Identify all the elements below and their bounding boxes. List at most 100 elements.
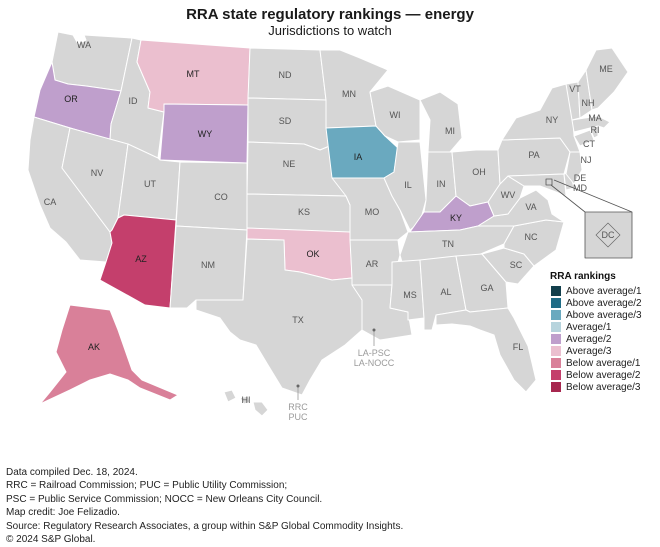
label-wi: WI — [390, 110, 401, 120]
label-mi: MI — [445, 126, 455, 136]
legend-swatch — [550, 381, 562, 393]
label-dc: DC — [602, 230, 615, 240]
state-labels: WA OR CA NV ID MT WY UT AZ CO NM ND SD N… — [44, 40, 615, 405]
footer-abbrev-2: PSC = Public Service Commission; NOCC = … — [6, 493, 323, 505]
footer-copyright: © 2024 S&P Global. — [6, 534, 96, 546]
legend-item: Below average/2 — [550, 369, 642, 381]
legend-item: Above average/2 — [550, 297, 642, 309]
label-nv: NV — [91, 168, 104, 178]
label-ky: KY — [450, 213, 462, 223]
legend-swatch — [550, 321, 562, 333]
label-ne: NE — [283, 159, 296, 169]
label-nj: NJ — [581, 155, 592, 165]
label-tx: TX — [292, 315, 304, 325]
label-wv: WV — [501, 190, 516, 200]
legend-item: Below average/1 — [550, 357, 642, 369]
legend-label: Below average/2 — [566, 369, 641, 381]
state-wy[interactable] — [159, 103, 249, 164]
label-pa: PA — [528, 150, 539, 160]
state-nj[interactable] — [565, 151, 583, 185]
footer: Data compiled Dec. 18, 2024. RRC = Railr… — [6, 466, 403, 546]
label-az: AZ — [135, 254, 147, 264]
state-wi[interactable] — [369, 85, 421, 143]
label-nh: NH — [582, 98, 595, 108]
label-me: ME — [599, 64, 613, 74]
label-sd: SD — [279, 116, 292, 126]
label-al: AL — [440, 287, 451, 297]
label-va: VA — [525, 202, 536, 212]
label-ca: CA — [44, 197, 57, 207]
label-ma: MA — [588, 113, 602, 123]
label-sc: SC — [510, 260, 523, 270]
label-wa: WA — [77, 40, 91, 50]
tx-annotation-dot — [296, 384, 300, 388]
label-ia: IA — [354, 152, 363, 162]
label-oh: OH — [472, 167, 486, 177]
legend-swatch — [550, 345, 562, 357]
state-ct[interactable] — [573, 129, 595, 147]
legend-label: Average/1 — [566, 321, 612, 333]
state-hi[interactable] — [223, 389, 269, 417]
legend-item: Average/2 — [550, 333, 642, 345]
label-ga: GA — [480, 283, 493, 293]
label-ok: OK — [306, 249, 319, 259]
label-nd: ND — [279, 70, 292, 80]
legend-swatch — [550, 309, 562, 321]
legend-item: Above average/1 — [550, 285, 642, 297]
legend-swatch — [550, 333, 562, 345]
label-nc: NC — [525, 232, 538, 242]
footer-credit: Map credit: Joe Felizadio. — [6, 507, 120, 519]
la-annotation-dot — [372, 328, 376, 332]
legend-item: Average/1 — [550, 321, 642, 333]
legend-label: Average/2 — [566, 333, 612, 345]
label-ri: RI — [591, 125, 600, 135]
tx-rrc-annotation: RRC — [288, 402, 308, 412]
label-ny: NY — [546, 115, 559, 125]
legend-label: Above average/1 — [566, 285, 642, 297]
legend-label: Average/3 — [566, 345, 612, 357]
state-wa[interactable] — [51, 31, 133, 92]
label-co: CO — [214, 192, 228, 202]
label-ks: KS — [298, 207, 310, 217]
dc-pointer — [550, 179, 633, 213]
label-wy: WY — [198, 129, 213, 139]
label-vt: VT — [569, 84, 581, 94]
label-in: IN — [437, 179, 446, 189]
la-nocc-annotation: LA-NOCC — [354, 358, 395, 368]
state-mi[interactable] — [419, 91, 463, 153]
la-psc-annotation: LA-PSC — [358, 348, 391, 358]
label-fl: FL — [513, 342, 524, 352]
legend-item: Above average/3 — [550, 309, 642, 321]
label-hi: HI — [242, 395, 251, 405]
label-or: OR — [64, 94, 78, 104]
footer-date: Data compiled Dec. 18, 2024. — [6, 467, 138, 478]
legend-swatch — [550, 357, 562, 369]
state-tx[interactable] — [195, 238, 363, 396]
legend-label: Above average/2 — [566, 297, 642, 309]
state-ma[interactable] — [571, 115, 611, 133]
label-mo: MO — [365, 207, 380, 217]
legend-item: Average/3 — [550, 345, 642, 357]
state-il[interactable] — [383, 141, 427, 231]
state-fl[interactable] — [435, 307, 537, 393]
state-me[interactable] — [585, 47, 629, 111]
label-ct: CT — [583, 139, 595, 149]
legend-swatch — [550, 369, 562, 381]
label-de: DE — [574, 173, 587, 183]
state-ak[interactable] — [39, 304, 179, 405]
label-nm: NM — [201, 260, 215, 270]
label-ms: MS — [403, 290, 417, 300]
label-mn: MN — [342, 89, 356, 99]
state-co[interactable] — [175, 161, 248, 231]
state-dc[interactable] — [595, 222, 621, 248]
page-title: RRA state regulatory rankings — energy — [186, 6, 474, 23]
legend-swatch — [550, 297, 562, 309]
state-md[interactable] — [507, 173, 567, 197]
legend-label: Below average/1 — [566, 357, 641, 369]
footer-source: Source: Regulatory Research Associates, … — [6, 520, 404, 532]
tx-puc-annotation: PUC — [288, 412, 308, 422]
legend-title: RRA rankings — [550, 271, 616, 282]
label-il: IL — [404, 180, 412, 190]
legend: RRA rankings Above average/1 Above averag… — [550, 271, 642, 393]
